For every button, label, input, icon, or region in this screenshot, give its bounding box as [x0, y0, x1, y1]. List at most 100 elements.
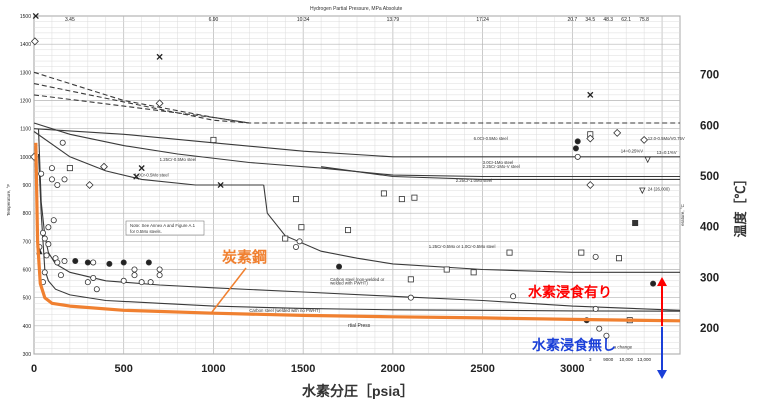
data-point — [145, 259, 152, 266]
data-point — [613, 128, 622, 137]
x-tail-tick-label: 13,000 — [637, 357, 651, 362]
top-tick-label: 34.5 — [585, 17, 595, 23]
top-tick-label: 48.3 — [603, 17, 613, 23]
data-point — [156, 53, 163, 60]
data-point — [32, 12, 39, 20]
data-point — [156, 272, 163, 279]
data-point — [292, 196, 299, 203]
y-tick-label: 400 — [23, 324, 32, 330]
x-tick-label: 1500 — [291, 363, 315, 375]
curve-label: 1.25Cr-0.5Mo or 1.0Cr-0.5Mo steel — [429, 244, 496, 249]
curve-label: 14=0.25%V — [621, 149, 643, 154]
data-point — [138, 165, 145, 172]
data-point — [57, 272, 64, 279]
faint-axis-text: rtial Press — [348, 323, 371, 329]
nelson-curve — [33, 128, 680, 158]
data-point — [90, 259, 97, 266]
data-point — [407, 276, 414, 283]
right-tick-label: 500 — [700, 171, 719, 183]
data-point — [298, 224, 305, 231]
data-point — [93, 286, 100, 293]
y-tick-label: 600 — [23, 268, 32, 274]
x-tail-tick-label: 3 — [589, 357, 592, 362]
data-point — [50, 217, 57, 224]
data-point — [592, 305, 599, 312]
data-point — [45, 241, 52, 248]
data-point — [282, 235, 289, 242]
curve-label: 12.0-0.5Mo/V0.75V — [648, 136, 685, 141]
top-tick-label: 75.8 — [639, 17, 649, 23]
data-point — [54, 181, 61, 188]
data-point — [131, 266, 138, 273]
data-point — [586, 181, 595, 189]
right-axis-label: 温度［℃］ — [733, 172, 748, 237]
data-point — [48, 176, 55, 183]
curve-label: 2.25Cr-1.0Mo steel — [456, 178, 493, 183]
top-tick-label: 3.45 — [65, 17, 75, 23]
curve-label: 6.0Cr-0.5Mo steel — [474, 136, 508, 141]
data-point — [398, 196, 405, 203]
right-tick-label: 700 — [700, 70, 719, 82]
data-point — [603, 332, 610, 339]
x-axis-label: 水素分圧［psia］ — [302, 383, 414, 399]
curve-label: 1.0Cr-0.5Mo steel — [134, 173, 168, 178]
data-point — [572, 145, 579, 152]
left-axis-label: Temperature, °F — [6, 184, 11, 217]
data-point — [61, 258, 68, 265]
nelson-curve — [33, 71, 250, 124]
data-point — [632, 220, 639, 227]
data-point — [147, 279, 154, 286]
corrosion-arrow-down — [657, 327, 667, 379]
data-point — [100, 162, 108, 171]
curve-label: Carbon steel (welded with no PWHT) — [249, 308, 320, 313]
data-point — [510, 293, 517, 300]
data-point — [296, 238, 303, 245]
data-point — [345, 227, 352, 234]
x-tick-label: 3000 — [560, 363, 584, 375]
data-point — [592, 253, 599, 260]
data-point — [41, 269, 48, 276]
data-point — [48, 165, 55, 172]
x-tick-label: 1000 — [201, 363, 225, 375]
data-point — [443, 266, 450, 273]
carbon-steel-orange-curve — [34, 142, 681, 323]
y-tick-label: 1500 — [20, 14, 31, 20]
data-point — [217, 181, 224, 189]
data-point — [38, 170, 45, 177]
data-point — [133, 173, 140, 180]
right-tick-label: 400 — [700, 222, 719, 234]
nelson-curve — [33, 83, 680, 124]
data-point — [59, 139, 66, 146]
chart-ticks: 0 500 1000 1500 2000 2500 3000 3 9000 10,000 13,00… — [20, 14, 719, 375]
data-point — [61, 176, 68, 183]
data-point — [30, 37, 39, 46]
data-point — [106, 260, 113, 267]
data-point — [644, 156, 651, 164]
note-line-2: for 0.5Mo steels. — [130, 229, 162, 234]
right-tick-label: 200 — [700, 323, 719, 335]
data-point — [470, 269, 477, 276]
data-point — [155, 99, 164, 108]
y-tick-label: 800 — [23, 211, 32, 217]
corrosion-yes-label: 水素浸食有り — [528, 284, 612, 301]
nelson-curve — [321, 166, 680, 180]
data-point — [411, 194, 418, 201]
right-tick-label: 300 — [700, 272, 719, 284]
data-point — [210, 136, 217, 143]
data-point — [380, 190, 387, 197]
y-tick-label: 1000 — [20, 155, 31, 161]
y-tick-label: 700 — [23, 239, 32, 245]
data-point — [120, 259, 127, 266]
chart-grid — [33, 15, 681, 355]
y-tick-label: 1200 — [20, 99, 31, 105]
top-tick-label: 20.7 — [567, 17, 577, 23]
x-tail-tick-label: 10,000 — [619, 357, 633, 362]
carbon-steel-pointer-line — [211, 267, 247, 313]
faint-axis-text: a change — [614, 344, 633, 349]
curve-label: welded with PWHT) — [330, 280, 368, 285]
corrosion-arrow-up — [657, 277, 667, 326]
nelson-curve — [263, 184, 680, 273]
note-box: Note: See Annex A and Figure A.1 for 0.5… — [125, 220, 205, 236]
